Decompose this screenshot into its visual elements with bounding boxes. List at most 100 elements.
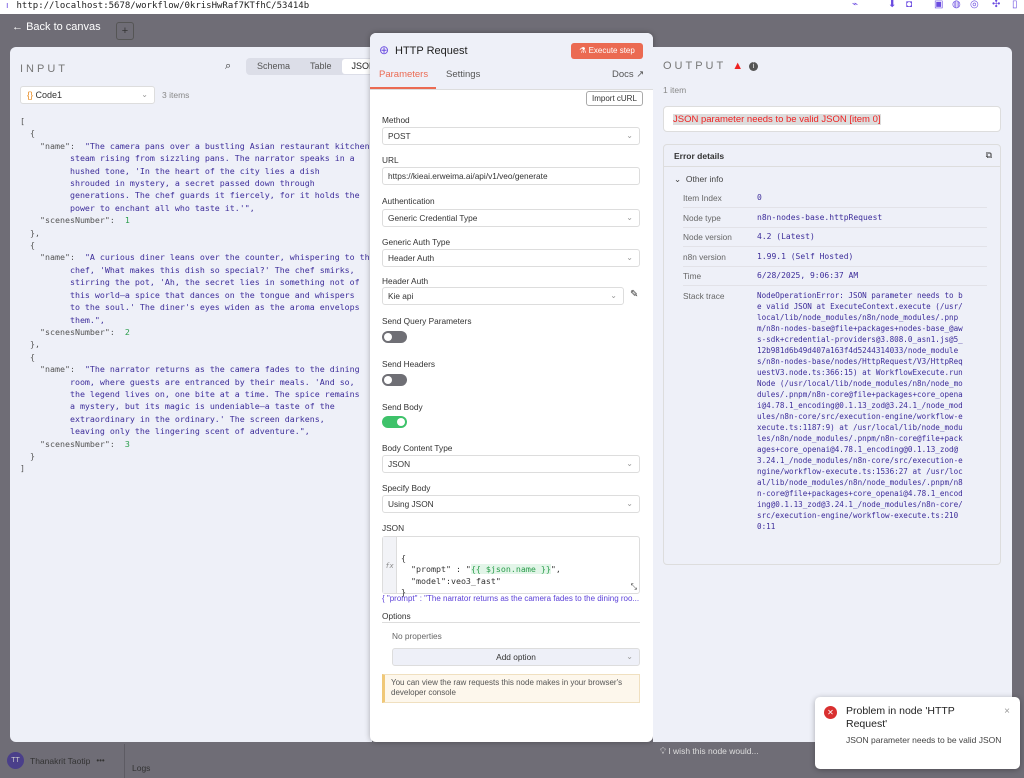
item-name-display: "A curious diner leans over the counter,… <box>69 252 375 325</box>
chevron-down-icon: ⌄ <box>626 459 633 468</box>
url-input[interactable]: https://kieai.erweima.ai/api/v1/veo/gene… <box>382 167 640 185</box>
json-line: "prompt" : "{{ $json.name }}", <box>401 564 561 576</box>
body-type-select[interactable]: JSON ⌄ <box>382 455 640 473</box>
authentication-select[interactable]: Generic Credential Type ⌄ <box>382 209 640 227</box>
camera-icon[interactable]: ◘ <box>906 0 913 10</box>
error-details-title: Error details <box>674 151 725 161</box>
copy-icon[interactable]: ⧉ <box>985 150 992 160</box>
fx-icon: fx <box>383 537 397 593</box>
trash-icon[interactable]: ▯ <box>1012 0 1018 10</box>
chevron-down-icon: ⌄ <box>626 131 633 140</box>
scenes-number-value: 2 <box>124 326 130 337</box>
detail-row: Node type n8n-nodes-base.httpRequest <box>683 209 987 228</box>
import-curl-button[interactable]: Import cURL <box>586 91 643 106</box>
tab-schema[interactable]: Schema <box>257 61 291 71</box>
detail-key: Item Index <box>683 193 722 203</box>
method-label: Method <box>382 115 410 125</box>
download-icon[interactable]: ⬇ <box>888 0 897 10</box>
lightbulb-icon: 💡︎ <box>660 746 669 756</box>
target-icon[interactable]: ◎ <box>970 0 979 10</box>
detail-row: n8n version 1.99.1 (Self Hosted) <box>683 248 987 267</box>
execute-label: Execute step <box>588 46 635 55</box>
url-text: http://localhost:5678/workflow/0krisHwRa… <box>16 1 310 11</box>
json-line: { <box>401 552 406 563</box>
pencil-icon[interactable]: ✎ <box>630 289 639 300</box>
other-info-label: Other info <box>685 174 724 184</box>
globe-icon: ⊕ <box>379 43 390 57</box>
execute-step-button[interactable]: ⚗ Execute step <box>571 43 643 59</box>
arrow-left-icon: ← <box>12 21 27 33</box>
tab-table[interactable]: Table <box>310 61 332 71</box>
detail-row: Item Index 0 <box>683 189 987 208</box>
source-node-label: Code1 <box>35 90 63 100</box>
item-name-display: "The camera pans over a bustling Asian r… <box>69 140 375 213</box>
user-name: Thanakrit Taotip <box>30 755 91 766</box>
info-icon[interactable]: i <box>749 61 759 71</box>
json-body-editor[interactable]: fx { "prompt" : "{{ $json.name }}", "mod… <box>382 536 640 597</box>
chevron-down-icon: ⌄ <box>141 90 148 99</box>
item-name-display: "The narrator returns as the camera fade… <box>69 364 360 437</box>
close-icon[interactable]: × <box>1004 706 1010 717</box>
output-title: OUTPUT <box>663 60 727 72</box>
extension-icon[interactable]: ✣ <box>992 0 1001 10</box>
detail-row: Node version 4.2 (Latest) <box>683 228 987 247</box>
view-switcher: Schema Table JSON <box>246 58 387 75</box>
detail-key: Node type <box>683 212 721 223</box>
detail-row: Time 6/28/2025, 9:06:37 AM <box>683 267 987 286</box>
specify-body-value: Using JSON <box>388 499 434 509</box>
add-option-label: Add option <box>496 652 536 662</box>
chevron-down-icon: ⌄ <box>674 174 686 184</box>
method-select[interactable]: POST ⌄ <box>382 127 640 145</box>
source-node-select[interactable]: {} Code1 ⌄ <box>20 86 155 104</box>
divider <box>124 744 125 778</box>
feedback-input[interactable]: 💡︎ I wish this node would... <box>660 746 759 757</box>
detail-key: n8n version <box>683 251 726 262</box>
send-headers-toggle[interactable] <box>382 374 407 386</box>
input-panel: INPUT ⌕ Schema Table JSON {} Code1 ⌄ 3 it… <box>10 47 387 742</box>
search-icon[interactable]: ⌕ <box>225 60 232 72</box>
window-icon[interactable]: ▣ <box>934 0 944 10</box>
header-auth-select[interactable]: Kie api ⌄ <box>382 287 624 305</box>
back-to-canvas-button[interactable]: ← Back to canvas <box>12 21 101 33</box>
detail-value: n8n-nodes-base.httpRequest <box>757 212 883 222</box>
stack-trace: NodeOperationError: JSON parameter needs… <box>757 291 963 531</box>
back-label: Back to canvas <box>26 21 101 33</box>
send-query-toggle[interactable] <box>382 331 407 343</box>
output-item-count: 1 item <box>663 85 687 95</box>
docs-label: Docs <box>612 69 634 80</box>
input-title: INPUT <box>20 63 68 75</box>
code-braces-icon: {} <box>27 90 36 100</box>
more-icon[interactable]: ••• <box>96 756 105 765</box>
add-option-button[interactable]: Add option ⌄ <box>392 648 640 666</box>
tab-icon: ı <box>6 0 9 10</box>
send-body-toggle[interactable] <box>382 416 407 428</box>
chevron-down-icon: ⌄ <box>626 253 633 262</box>
tab-parameters[interactable]: Parameters <box>379 69 429 80</box>
json-line: } <box>401 587 406 597</box>
detail-value: 6/28/2025, 9:06:37 AM <box>757 271 859 280</box>
logs-tab[interactable]: Logs <box>132 763 151 773</box>
error-toast: ✕ Problem in node 'HTTP Request' JSON pa… <box>815 697 1020 769</box>
specify-body-select[interactable]: Using JSON ⌄ <box>382 495 640 513</box>
other-info-toggle[interactable]: ⌄ Other info <box>674 174 723 185</box>
browser-url-bar[interactable]: ı http://localhost:5678/workflow/0krisHwR… <box>0 0 1024 14</box>
url-label: URL <box>382 155 399 165</box>
error-details: Error details ⧉ ⌄ Other info Item Index 0… <box>663 144 1001 565</box>
detail-value: 1.99.1 (Self Hosted) <box>757 251 854 261</box>
node-title[interactable]: HTTP Request <box>395 45 468 57</box>
globe-icon[interactable]: ◍ <box>952 0 961 10</box>
authentication-label: Authentication <box>382 196 435 206</box>
docs-link[interactable]: Docs ↗ <box>612 69 644 80</box>
add-button[interactable]: + <box>116 22 134 40</box>
generic-auth-select[interactable]: Header Auth ⌄ <box>382 249 640 267</box>
toast-message: JSON parameter needs to be valid JSON <box>846 735 1002 745</box>
avatar[interactable]: TT <box>7 752 24 769</box>
scenes-number-value: 1 <box>124 215 130 226</box>
expand-editor-icon[interactable]: ⤡ <box>630 581 637 591</box>
options-label: Options <box>382 611 411 621</box>
tag-icon[interactable]: ⌁ <box>852 0 859 10</box>
detail-key: Node version <box>683 232 732 242</box>
detail-key: Time <box>683 271 702 281</box>
json-text: "prompt" : " <box>401 564 471 574</box>
tab-settings[interactable]: Settings <box>446 69 481 80</box>
